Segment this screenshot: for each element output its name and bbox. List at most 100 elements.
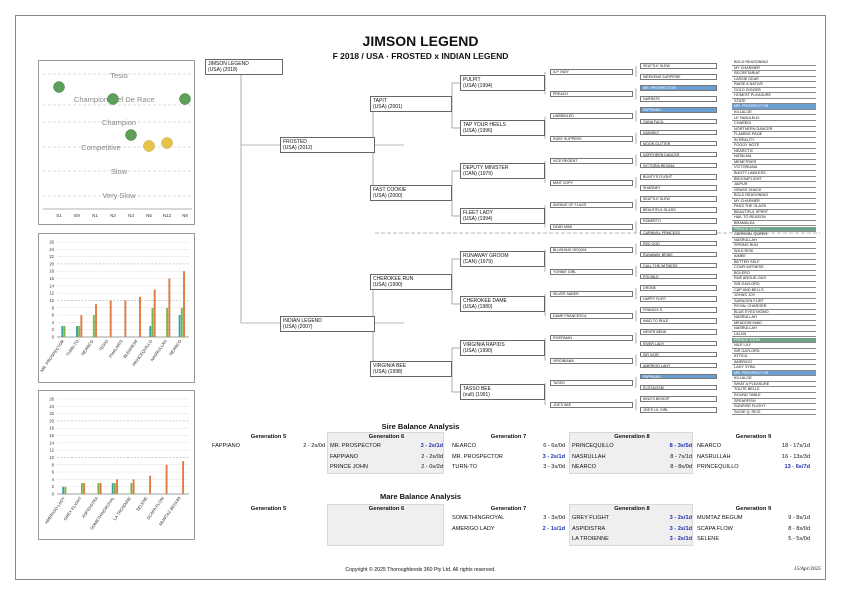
- balance-row: AMERIGO LADY 2 - 1s/1d: [452, 526, 565, 532]
- horse-gen7: PRINCE JOHN: [732, 226, 816, 232]
- horse-gen6: FAPPIANO: [640, 373, 717, 380]
- bar: [80, 483, 83, 494]
- bar: [178, 315, 181, 337]
- horse-gen6: FAPPIANO: [640, 107, 717, 113]
- horse-gen7: IN REALITY: [732, 138, 816, 144]
- horse-gen5: MINT COPY: [550, 180, 633, 186]
- bar: [139, 296, 141, 337]
- horse-gen2: FROSTED (USA) (2012): [280, 137, 375, 153]
- band-label: Tesio: [110, 71, 128, 80]
- y-tick-label: 12: [49, 291, 54, 296]
- horse-gen5: PREACH: [550, 91, 633, 98]
- y-tick-label: 12: [49, 448, 54, 453]
- dosage-point: [107, 93, 119, 105]
- balance-value: 6 - 6s/0d: [543, 443, 565, 449]
- balance-horse: GREY FLIGHT: [572, 515, 610, 521]
- horse-gen6: ROBERTO: [640, 218, 717, 224]
- balance-value: 8 - 7s/1d: [670, 453, 692, 460]
- horse-gen5: RIVERMAN: [550, 335, 633, 342]
- horse-gen5: TASSO: [550, 379, 633, 386]
- horse-gen4: RUNAWAY GROOM (CAN) (1979): [460, 251, 545, 267]
- generation-panel: [327, 504, 444, 546]
- horse-gen7: NEARCTIC: [732, 149, 816, 155]
- bar: [64, 486, 67, 494]
- balance-row: TURN-TO 3 - 3s/0d: [452, 464, 565, 470]
- band-label-chef: Chef De Race: [107, 95, 154, 104]
- sire-balance-title: Sire Balance Analysis: [381, 422, 460, 431]
- bar: [62, 486, 65, 494]
- dosage-point: [179, 93, 191, 105]
- horse-gen6: RUNAWAY BRIDE: [640, 251, 717, 258]
- horse-gen7: AIMEE: [732, 254, 816, 260]
- horse-gen6: RIVER LADY: [640, 340, 717, 346]
- horse-gen6: FRANCIS S.: [640, 307, 717, 313]
- bar: [78, 326, 81, 337]
- horse-gen7: LE FABULEUX: [732, 116, 816, 121]
- balance-row: PRINCEQUILLO 8 - 3s/5d: [572, 443, 692, 449]
- bar: [153, 289, 156, 337]
- horse-gen4: TAP YOUR HEELS (USA) (1996): [460, 120, 545, 136]
- horse-gen4: CHEROKEE DAME (USA) (1980): [460, 296, 545, 312]
- balance-horse: PRINCE JOHN: [330, 464, 368, 470]
- horse-gen5: JOE'S BEE: [550, 402, 633, 408]
- horse-gen4: FLEET LADY (USA) (1994): [460, 208, 545, 224]
- bar: [149, 326, 152, 337]
- horse-gen5: AVENUE OF FLAGS: [550, 202, 633, 209]
- bar: [124, 300, 127, 337]
- horse-gen7: TOUTE BELLE: [732, 387, 816, 393]
- horse-gen5: RUBY SLIPPERS: [550, 135, 633, 142]
- bar: [113, 483, 116, 494]
- report-date: 15/Apr/2025: [793, 566, 821, 572]
- balance-horse: MUMTAZ BEGUM: [697, 515, 743, 521]
- category-label: TESIO: [98, 338, 110, 352]
- horse-gen7: ROYAL CHARGER: [732, 304, 816, 310]
- horse-gen7: ROUND TABLE: [732, 393, 816, 399]
- horse-gen7: ATTICA: [732, 354, 816, 360]
- horse-gen7: LASSIE DEAR: [732, 77, 816, 83]
- balance-row: NEARCO 8 - 8s/0d: [572, 464, 692, 470]
- balance-row: LA TROIENNE 3 - 2s/1d: [572, 536, 692, 542]
- y-tick-label: 18: [49, 269, 54, 274]
- horse-gen5: UNBRIDLED: [550, 113, 633, 120]
- balance-row: SCAPA FLOW 8 - 8s/0d: [697, 526, 810, 532]
- copyright: Copyright © 2025 Thoroughbreds 360 Pty L…: [345, 567, 496, 573]
- horse-gen5: VICE REGENT: [550, 157, 633, 164]
- horse-gen7: NILE LILY: [732, 343, 816, 349]
- bar: [83, 483, 86, 494]
- y-tick-label: 6: [52, 470, 55, 475]
- x-tick-label: N9: [182, 213, 188, 218]
- horse-gen6: NIJINSKY: [640, 129, 717, 136]
- x-tick-label: N5: [146, 213, 152, 218]
- horse-gen7: RUE AROUE-OUS: [732, 276, 816, 282]
- bar: [111, 483, 114, 494]
- band-label: Very Slow: [102, 191, 136, 200]
- balance-horse: ASPIDISTRA: [572, 525, 606, 532]
- horse-gen1: JIMSON LEGEND (USA) (2018): [205, 59, 283, 75]
- generation-header: Generation 9: [735, 434, 772, 440]
- horse-gen6: WEEKEND SURPRISE: [640, 74, 717, 80]
- balance-value: 2 - 0s/2d: [421, 464, 443, 470]
- y-tick-label: 22: [49, 411, 54, 416]
- balance-row: NEARCO 6 - 6s/0d: [452, 443, 565, 449]
- balance-row: GREY FLIGHT 3 - 2s/1d: [572, 515, 692, 521]
- horse-gen7: PRINCE JOHN: [732, 337, 816, 343]
- bar: [109, 300, 112, 337]
- balance-value: 3 - 2s/1d: [669, 525, 692, 532]
- mare-bar-panel: 0 2 4 6 8 10 12 14 16 18 20 22 24 26 AMERIGO LADY GREY …: [38, 390, 195, 540]
- horse-gen7: NATALMA: [732, 154, 816, 160]
- balance-row: SOMETHINGROYAL 3 - 3s/0d: [452, 515, 565, 521]
- dosage-point: [161, 137, 173, 149]
- horse-gen6: MAID TO RULE: [640, 318, 717, 324]
- horse-gen7: CHAREDI: [732, 121, 816, 127]
- bar: [80, 315, 83, 337]
- horse-gen7: MY CHARMER: [732, 66, 816, 72]
- bar: [183, 271, 185, 337]
- y-tick-label: 0: [52, 335, 55, 340]
- horse-gen6: SEATTLE SLEW: [640, 196, 717, 202]
- horse-gen7: SIR GAYLORD: [732, 282, 816, 288]
- bar: [182, 461, 185, 494]
- balance-value: 3 - 3s/0d: [543, 464, 565, 470]
- balance-value: 8 - 8s/0d: [788, 525, 810, 532]
- balance-value: 3 - 2s/1d: [542, 453, 565, 460]
- y-tick-label: 10: [49, 455, 54, 460]
